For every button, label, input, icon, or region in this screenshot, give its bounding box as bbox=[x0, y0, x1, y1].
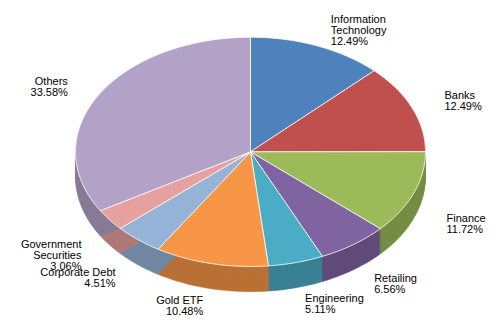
html-text:4.51%: 4.51% bbox=[84, 277, 116, 290]
svg-text:Retailing6.56%: Retailing6.56% bbox=[374, 272, 417, 295]
svg-text:Engineering5.11%: Engineering5.11% bbox=[305, 292, 364, 315]
html-text:Corporate Debt: Corporate Debt bbox=[40, 266, 116, 279]
svg-text:Banks12.49%: Banks12.49% bbox=[444, 89, 482, 112]
svg-text:InformationTechnology12.49%: InformationTechnology12.49% bbox=[331, 13, 387, 47]
svg-text:GovernmentSecurities3.06%: GovernmentSecurities3.06% bbox=[21, 238, 82, 272]
svg-text:Gold ETF10.48%: Gold ETF10.48% bbox=[156, 294, 203, 317]
svg-text:Others33.58%: Others33.58% bbox=[31, 75, 69, 98]
svg-text:Finance11.72%: Finance11.72% bbox=[447, 212, 486, 235]
